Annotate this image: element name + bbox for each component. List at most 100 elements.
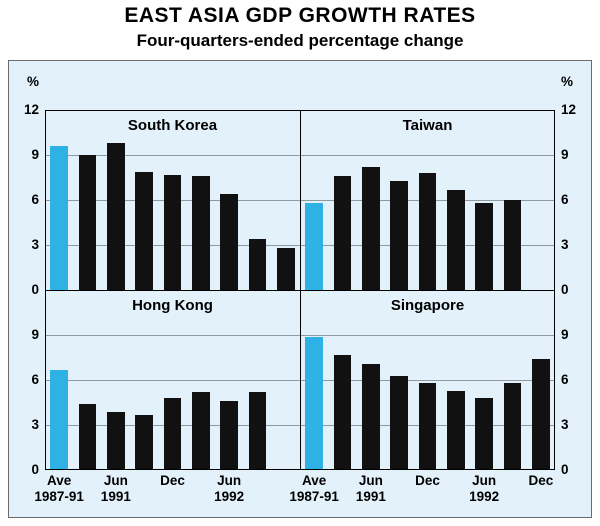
bar-slot xyxy=(102,290,130,470)
bar-slot xyxy=(130,110,158,290)
quarterly-bar xyxy=(135,171,153,290)
x-axis-tick-label: Jun 1992 xyxy=(214,473,245,504)
quarterly-bar xyxy=(532,359,550,470)
quarterly-bar xyxy=(248,392,267,470)
quarterly-bar xyxy=(78,404,97,470)
average-bar xyxy=(50,146,68,290)
x-axis-tick-label: Jun 1991 xyxy=(355,473,386,504)
bar-slot xyxy=(243,290,271,470)
bar-slot xyxy=(470,290,498,470)
panel-title-singapore: Singapore xyxy=(390,297,465,314)
gridline xyxy=(300,155,555,156)
quarterly-bar xyxy=(135,414,153,470)
quarterly-bar xyxy=(475,203,493,290)
percent-unit-label-right: % xyxy=(561,74,574,89)
y-axis-tick-label: 0 xyxy=(31,282,39,297)
x-axis-tick-label: Ave 1987-91 xyxy=(289,473,339,504)
bar-slot xyxy=(527,110,555,290)
bar-slot xyxy=(442,290,470,470)
quarterly-bar xyxy=(107,143,125,290)
average-bar xyxy=(305,203,323,290)
panel-title-taiwan: Taiwan xyxy=(402,117,453,134)
bar-slot xyxy=(300,290,328,470)
bar-slot xyxy=(130,290,158,470)
gridline xyxy=(300,380,555,381)
bar-slot xyxy=(442,110,470,290)
quarterly-bar xyxy=(418,383,437,470)
bar-slot xyxy=(215,110,243,290)
y-axis-tick-label: 3 xyxy=(561,237,569,252)
y-axis-tick-label: 9 xyxy=(31,147,39,162)
quarterly-bar xyxy=(248,239,267,290)
bar-slot xyxy=(158,290,186,470)
y-axis-tick-label: 6 xyxy=(31,372,39,387)
bar-slot xyxy=(215,290,243,470)
bar-slot xyxy=(470,110,498,290)
bar-slot xyxy=(187,110,215,290)
bar-slot xyxy=(357,290,385,470)
x-axis-tick-label: Dec xyxy=(415,473,440,488)
quarterly-bar xyxy=(163,174,182,290)
quarterly-bar xyxy=(192,392,210,470)
bar-group xyxy=(45,290,300,470)
bar-slot xyxy=(102,110,130,290)
quarterly-bar xyxy=(390,180,408,290)
x-axis-tick-label: Jun 1991 xyxy=(100,473,131,504)
panel-title-south-korea: South Korea xyxy=(127,117,218,134)
quarterly-bar xyxy=(362,167,380,290)
bar-slot xyxy=(357,110,385,290)
bar-slot xyxy=(385,110,413,290)
y-axis-tick-label: 3 xyxy=(31,237,39,252)
x-axis-tick-label: Dec xyxy=(528,473,554,488)
bar-slot xyxy=(243,110,271,290)
average-bar xyxy=(305,336,323,470)
bar-slot xyxy=(45,290,73,470)
quarterly-bar xyxy=(447,390,465,470)
y-axis-tick-label: 9 xyxy=(561,327,569,342)
bar-group xyxy=(300,110,555,290)
quarterly-bar xyxy=(333,354,352,470)
bar-slot xyxy=(498,110,526,290)
quarterly-bar xyxy=(78,155,97,290)
gridline xyxy=(45,155,300,156)
quarterly-bar xyxy=(107,411,125,470)
quarterly-bar xyxy=(220,194,238,290)
bar-slot xyxy=(187,290,215,470)
y-axis-tick-label: 0 xyxy=(561,462,569,477)
panel-taiwan: Taiwan xyxy=(300,110,555,290)
quarterly-bar xyxy=(220,401,238,470)
quarterly-bar xyxy=(192,176,210,290)
y-axis-tick-label: 6 xyxy=(31,192,39,207)
quarterly-bar xyxy=(390,375,408,470)
x-axis-tick-label: Jun 1992 xyxy=(469,473,500,504)
gridline xyxy=(45,380,300,381)
bar-slot xyxy=(385,290,413,470)
quarterly-bar xyxy=(418,173,437,290)
bar-slot xyxy=(73,290,101,470)
gridline xyxy=(300,335,555,336)
bar-slot xyxy=(158,110,186,290)
quarterly-bar xyxy=(163,398,182,470)
panel-singapore: Singapore xyxy=(300,290,555,470)
average-bar xyxy=(50,369,68,470)
bar-slot xyxy=(272,290,300,470)
quarterly-bar xyxy=(503,383,522,470)
chart-title: EAST ASIA GDP GROWTH RATES xyxy=(124,4,476,27)
x-axis-tick-label: Dec xyxy=(160,473,185,488)
bar-group xyxy=(45,110,300,290)
bar-slot xyxy=(413,110,441,290)
bar-slot xyxy=(527,290,555,470)
quarterly-bar xyxy=(277,248,295,290)
panel-south-korea: South Korea xyxy=(45,110,300,290)
y-axis-tick-label: 3 xyxy=(31,417,39,432)
bar-slot xyxy=(413,290,441,470)
percent-unit-label-left: % xyxy=(26,74,39,89)
y-axis-tick-label: 9 xyxy=(31,327,39,342)
y-axis-tick-label: 0 xyxy=(561,282,569,297)
y-axis-tick-label: 12 xyxy=(23,102,39,117)
y-axis-tick-label: 12 xyxy=(561,102,577,117)
bar-slot xyxy=(498,290,526,470)
y-axis-tick-label: 6 xyxy=(561,372,569,387)
panel-title-hong-kong: Hong Kong xyxy=(132,297,213,314)
y-axis-tick-label: 0 xyxy=(31,462,39,477)
